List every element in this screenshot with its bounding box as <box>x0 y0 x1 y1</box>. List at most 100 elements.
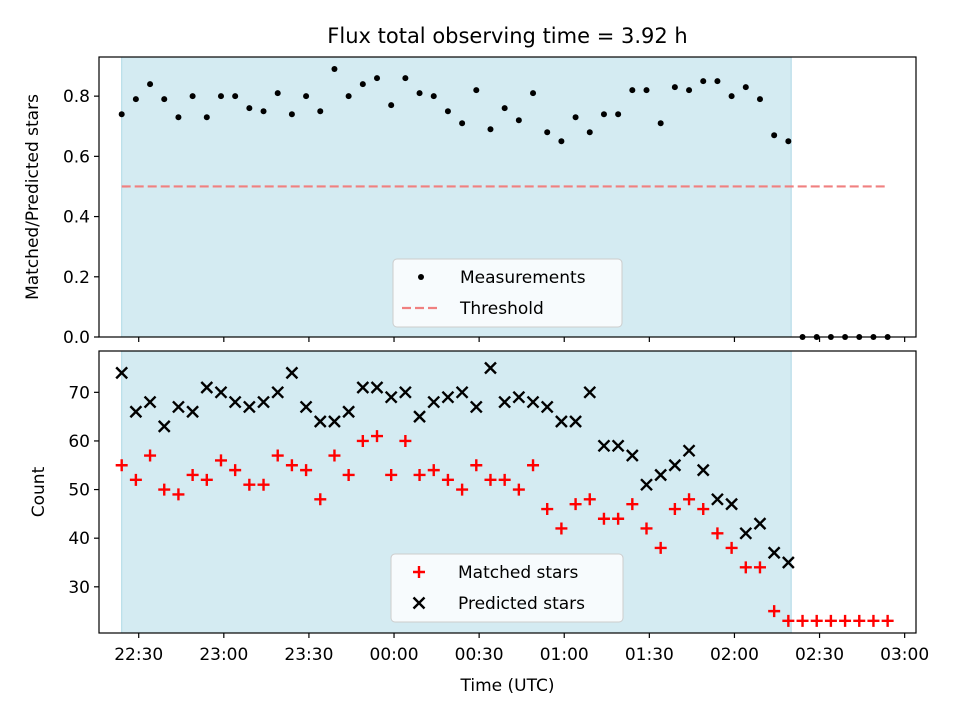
data-point <box>129 473 142 486</box>
data-point <box>214 454 227 467</box>
data-point <box>388 102 395 109</box>
data-point <box>768 605 781 618</box>
data-point <box>515 117 522 124</box>
bottom-panel: 30 40 50 60 70 22:30 23:00 23:30 00:00 00:30 01:00… <box>68 350 929 665</box>
data-point <box>597 512 610 525</box>
data-point <box>200 473 213 486</box>
data-point <box>756 96 763 103</box>
data-point <box>612 512 625 525</box>
data-point <box>643 87 650 94</box>
data-point <box>158 483 171 496</box>
data-point <box>455 385 469 399</box>
x-tick-label: 22:30 <box>114 645 163 665</box>
x-tick-label: 01:00 <box>540 645 589 665</box>
data-point <box>300 464 313 477</box>
data-point <box>345 93 352 100</box>
data-point <box>654 541 667 554</box>
series-matched-stars <box>115 430 894 627</box>
data-point <box>413 410 426 423</box>
data-point <box>342 405 355 419</box>
data-point <box>115 366 129 380</box>
data-point <box>157 420 171 433</box>
x-tick-label: 00:00 <box>370 645 419 665</box>
y-tick-label: 50 <box>68 481 90 501</box>
data-point <box>175 114 182 121</box>
data-point <box>229 464 242 477</box>
data-point <box>441 473 454 486</box>
data-point <box>781 556 795 569</box>
data-point <box>686 87 693 94</box>
data-point <box>243 400 256 414</box>
data-point <box>473 87 480 94</box>
data-point <box>753 561 766 574</box>
legend-marker <box>412 596 426 610</box>
data-point <box>115 459 128 472</box>
data-point <box>232 93 239 100</box>
data-point <box>129 405 143 419</box>
data-point <box>186 468 199 481</box>
legend-label: Measurements <box>460 268 586 288</box>
data-point <box>331 66 338 73</box>
legend-marker <box>413 566 425 578</box>
data-point <box>583 493 596 506</box>
data-point <box>144 449 157 462</box>
data-point <box>771 132 778 139</box>
data-point <box>118 111 125 118</box>
data-point <box>501 105 508 112</box>
data-point <box>402 75 409 82</box>
data-point <box>728 93 735 100</box>
data-point <box>147 81 154 88</box>
series-measurements <box>118 66 891 340</box>
data-point <box>427 395 441 409</box>
data-point <box>742 84 749 91</box>
data-point <box>257 478 270 491</box>
data-point <box>526 395 540 409</box>
data-point <box>487 126 494 133</box>
data-point <box>629 87 636 94</box>
data-point <box>839 614 852 627</box>
data-point <box>172 488 185 501</box>
data-point <box>657 120 664 127</box>
data-point <box>186 405 199 419</box>
data-point <box>370 381 384 394</box>
data-point <box>328 449 341 462</box>
y-tick-label: 60 <box>68 432 90 452</box>
data-point <box>671 84 678 91</box>
legend-marker <box>418 274 424 280</box>
data-point <box>444 108 451 115</box>
data-point <box>512 390 526 404</box>
data-point <box>303 93 310 100</box>
data-point <box>356 381 370 394</box>
data-point <box>313 415 327 428</box>
data-point <box>413 468 426 481</box>
data-point <box>555 415 568 428</box>
data-point <box>203 114 210 121</box>
data-point <box>243 478 256 491</box>
legend-box <box>390 553 624 623</box>
data-point <box>328 415 341 428</box>
data-point <box>371 430 384 443</box>
data-point <box>555 522 568 535</box>
data-point <box>399 385 412 399</box>
y-tick-label: 30 <box>68 578 90 598</box>
data-point <box>700 78 707 85</box>
axes-frame <box>98 350 917 634</box>
data-point <box>739 561 752 574</box>
data-point <box>189 93 196 100</box>
data-point <box>867 614 880 627</box>
data-point <box>767 546 781 560</box>
data-point <box>314 493 327 506</box>
y-tick-label: 0.0 <box>63 328 90 348</box>
data-point <box>668 458 682 472</box>
data-point <box>711 492 724 506</box>
x-tick-label: 02:30 <box>795 645 844 665</box>
data-point <box>824 614 837 627</box>
legend: Matched stars Predicted stars <box>390 553 624 623</box>
data-point <box>541 503 554 516</box>
data-point <box>271 449 284 462</box>
data-point <box>385 468 398 481</box>
y-tick-label: 0.2 <box>63 268 90 288</box>
data-point <box>853 614 866 627</box>
data-point <box>572 114 579 121</box>
data-point <box>785 138 792 145</box>
